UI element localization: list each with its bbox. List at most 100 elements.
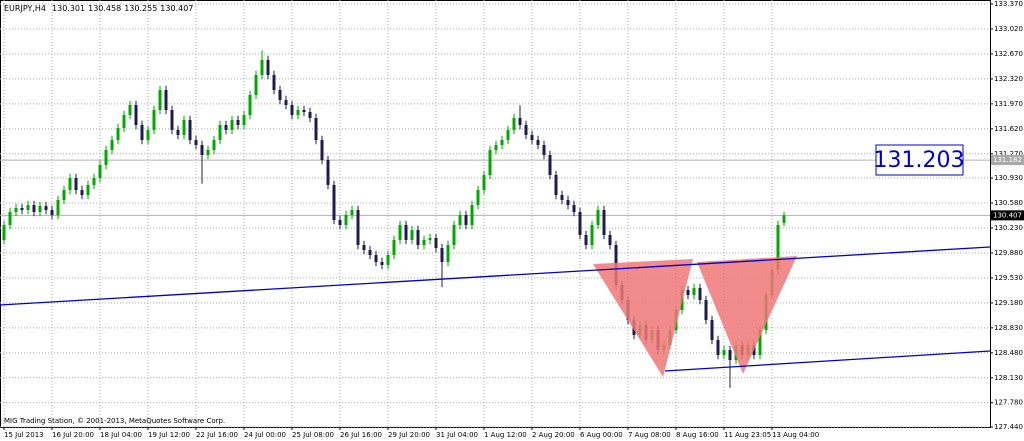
candle-body bbox=[332, 184, 336, 220]
candle-body bbox=[170, 109, 174, 130]
candle-body bbox=[686, 289, 690, 296]
symbol: EURJPY,H4 bbox=[4, 4, 46, 13]
candle-body bbox=[326, 160, 330, 185]
candle-body bbox=[158, 90, 162, 110]
candle-body bbox=[530, 134, 534, 141]
candle-body bbox=[548, 155, 552, 175]
grid bbox=[0, 0, 990, 428]
candle-body bbox=[8, 212, 12, 225]
candle-body bbox=[236, 119, 240, 125]
candle-body bbox=[434, 237, 438, 249]
candle-body bbox=[752, 344, 756, 356]
candle-body bbox=[536, 140, 540, 146]
candle-body bbox=[176, 129, 180, 135]
candle-body bbox=[68, 177, 72, 191]
candle-body bbox=[254, 74, 258, 96]
candle-body bbox=[14, 208, 18, 213]
candle-body bbox=[488, 150, 492, 175]
candle-body bbox=[578, 212, 582, 235]
candle-body bbox=[296, 109, 300, 115]
candle-body bbox=[140, 124, 144, 141]
candle-body bbox=[248, 95, 252, 115]
high: 130.458 bbox=[88, 4, 121, 13]
candle-body bbox=[314, 117, 318, 141]
x-tick-label: 8 Aug 16:00 bbox=[676, 431, 719, 439]
candle-body bbox=[80, 190, 84, 196]
candle-body bbox=[320, 140, 324, 161]
candle-body bbox=[164, 90, 168, 110]
candle-body bbox=[464, 215, 468, 225]
y-tick-label: 128.480 bbox=[994, 349, 1023, 357]
y-tick-label: 129.530 bbox=[994, 274, 1023, 282]
candle-body bbox=[416, 229, 420, 246]
annotation-box bbox=[875, 144, 964, 176]
candle-body bbox=[200, 145, 204, 156]
y-tick-label: 128.830 bbox=[994, 324, 1023, 332]
candle-body bbox=[122, 114, 126, 128]
candle-body bbox=[50, 210, 54, 216]
candle-body bbox=[602, 210, 606, 235]
candle-body bbox=[710, 320, 714, 340]
candle-body bbox=[230, 119, 234, 130]
x-tick-label: 22 Jul 16:00 bbox=[196, 431, 238, 439]
y-tick-label: 127.440 bbox=[994, 423, 1023, 431]
candle-body bbox=[596, 210, 600, 225]
candle-body bbox=[242, 114, 246, 125]
candle-body bbox=[2, 224, 6, 241]
candle-body bbox=[56, 200, 60, 216]
candle-body bbox=[86, 184, 90, 196]
x-tick-label: 26 Jul 16:00 bbox=[340, 431, 382, 439]
candle-body bbox=[20, 208, 24, 211]
candle-body bbox=[188, 119, 192, 141]
y-tick-label: 132.670 bbox=[994, 50, 1023, 58]
candle-body bbox=[422, 239, 426, 246]
candle-body bbox=[608, 234, 612, 246]
candle-body bbox=[368, 250, 372, 256]
candle-body bbox=[722, 350, 726, 356]
y-tick-label: 127.780 bbox=[994, 399, 1023, 407]
candle-body bbox=[278, 90, 282, 101]
drawings: 131.203 bbox=[0, 144, 991, 377]
candle-body bbox=[542, 145, 546, 156]
candle-body bbox=[452, 224, 456, 246]
candle-body bbox=[194, 140, 198, 146]
candle-body bbox=[716, 339, 720, 356]
candle-body bbox=[698, 287, 702, 301]
candle-body bbox=[704, 300, 708, 321]
candle-body bbox=[440, 248, 444, 263]
trend-line-lower bbox=[664, 350, 991, 372]
candle-body bbox=[290, 105, 294, 115]
marker-label-bg bbox=[991, 155, 1024, 166]
y-tick-label: 129.880 bbox=[994, 249, 1023, 257]
candle-body bbox=[272, 74, 276, 91]
candle-body bbox=[302, 109, 306, 112]
candle-body bbox=[410, 229, 414, 240]
candle-body bbox=[224, 124, 228, 130]
x-tick-label: 1 Aug 12:00 bbox=[484, 431, 527, 439]
candle-body bbox=[506, 129, 510, 141]
candle-body bbox=[338, 219, 342, 225]
y-tick-label: 130.230 bbox=[994, 224, 1023, 232]
candle-body bbox=[92, 177, 96, 185]
candle-body bbox=[356, 210, 360, 246]
x-tick-label: 15 Jul 2013 bbox=[4, 431, 44, 439]
y-tick-label: 133.370 bbox=[994, 0, 1023, 8]
candle-body bbox=[458, 215, 462, 225]
candle-body bbox=[266, 59, 270, 75]
candle-body bbox=[776, 224, 780, 270]
x-tick-label: 31 Jul 04:00 bbox=[436, 431, 478, 439]
y-tick-label: 132.320 bbox=[994, 75, 1023, 83]
y-tick-label: 131.970 bbox=[994, 100, 1023, 108]
candle-body bbox=[374, 255, 378, 263]
candle-body bbox=[284, 100, 288, 106]
candle-body bbox=[32, 205, 36, 213]
candle-body bbox=[446, 245, 450, 263]
candle-body bbox=[560, 195, 564, 201]
x-tick-label: 11 Aug 23:05 bbox=[724, 431, 771, 439]
footer: MIG Trading Station, © 2001-2013, MetaQu… bbox=[4, 417, 225, 425]
candle-body bbox=[758, 329, 762, 356]
x-tick-label: 24 Jul 00:00 bbox=[244, 431, 286, 439]
candle-body bbox=[116, 127, 120, 141]
candle-body bbox=[104, 150, 108, 165]
